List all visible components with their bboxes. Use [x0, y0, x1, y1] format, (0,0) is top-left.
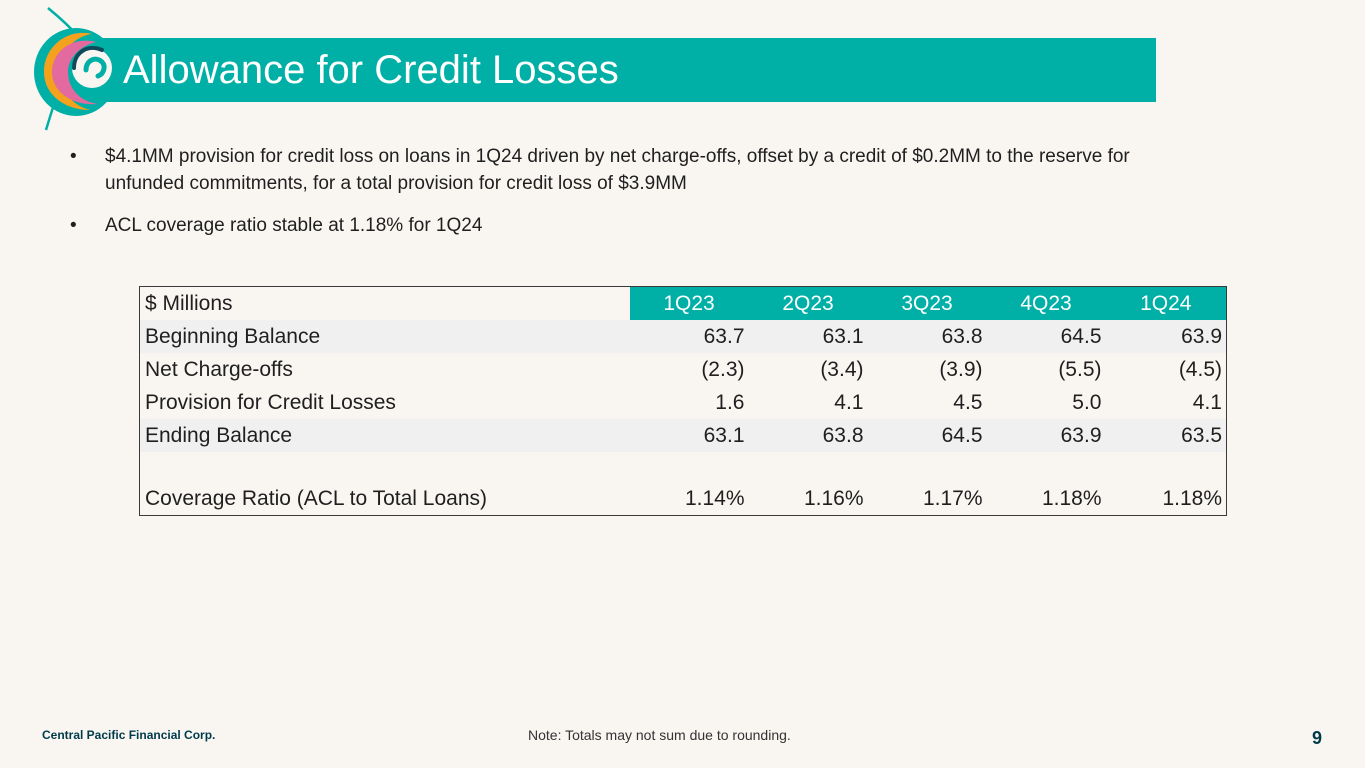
- page-number: 9: [1312, 728, 1323, 748]
- bullet-dot: •: [70, 146, 77, 167]
- cell-value: 63.1: [748, 320, 868, 353]
- cell-value: (2.3): [701, 357, 745, 381]
- header-quarter: 1Q24: [1105, 286, 1227, 320]
- row-label: Coverage Ratio (ACL to Total Loans): [145, 486, 488, 510]
- table-row: Ending Balance 63.1 63.8 64.5 63.9 63.5: [139, 419, 1227, 452]
- header-quarter: 4Q23: [986, 286, 1106, 320]
- bullet-item: • $4.1MM provision for credit loss on lo…: [70, 143, 1200, 197]
- row-label: Beginning Balance: [139, 320, 630, 353]
- row-label: Net Charge-offs: [145, 357, 293, 381]
- cell-value: (3.9): [939, 357, 983, 381]
- cell-value: 63.9: [1105, 320, 1227, 353]
- table-row: Coverage Ratio (ACL to Total Loans) 1.14…: [140, 482, 1227, 516]
- header-quarter: 3Q23: [867, 286, 987, 320]
- cell-value: 1.6: [715, 390, 745, 414]
- cell-value: 64.5: [867, 419, 987, 452]
- header-quarter: 1Q23: [629, 286, 749, 320]
- cell-value: 63.8: [867, 320, 987, 353]
- spacer-cell: [140, 452, 1227, 482]
- footnote: Note: Totals may not sum due to rounding…: [528, 727, 791, 743]
- cell-value: 63.1: [629, 419, 749, 452]
- bullet-text: ACL coverage ratio stable at 1.18% for 1…: [105, 215, 483, 236]
- cell-value: 63.9: [986, 419, 1106, 452]
- cell-value: 63.8: [748, 419, 868, 452]
- cell-value: 1.17%: [922, 486, 983, 510]
- bullet-text: $4.1MM provision for credit loss on loan…: [105, 146, 1130, 194]
- header-label: $ Millions: [145, 291, 233, 315]
- title-bar: [100, 38, 1156, 102]
- cell-value: (3.4): [820, 357, 864, 381]
- company-name: Central Pacific Financial Corp.: [42, 728, 216, 742]
- wave-swirl-logo-icon: [34, 7, 118, 131]
- cell-value: 4.1: [1192, 390, 1222, 414]
- table-row: Beginning Balance 63.7 63.1 63.8 64.5 63…: [139, 320, 1227, 353]
- cell-value: 4.5: [953, 390, 983, 414]
- cell-value: 4.1: [834, 390, 864, 414]
- cell-value: 1.18%: [1041, 486, 1102, 510]
- table-header-row: $ Millions 1Q23 2Q23 3Q23 4Q23 1Q24: [140, 286, 1227, 320]
- row-label: Provision for Credit Losses: [145, 390, 396, 414]
- cell-value: (5.5): [1058, 357, 1102, 381]
- cell-value: 63.7: [629, 320, 749, 353]
- spacer-row: [140, 452, 1227, 482]
- page-title: Allowance for Credit Losses: [123, 48, 619, 92]
- cell-value: 1.18%: [1162, 486, 1222, 510]
- cell-value: (4.5): [1178, 357, 1222, 381]
- bullet-list: • $4.1MM provision for credit loss on lo…: [70, 143, 1200, 254]
- table-row: Net Charge-offs (2.3) (3.4) (3.9) (5.5) …: [140, 353, 1227, 386]
- cell-value: 63.5: [1105, 419, 1227, 452]
- table-row: Provision for Credit Losses 1.6 4.1 4.5 …: [140, 386, 1227, 419]
- row-label: Ending Balance: [139, 419, 630, 452]
- cell-value: 64.5: [986, 320, 1106, 353]
- cell-value: 5.0: [1072, 390, 1102, 414]
- header-quarter: 2Q23: [748, 286, 868, 320]
- bullet-item: • ACL coverage ratio stable at 1.18% for…: [70, 212, 1200, 239]
- acl-table: $ Millions 1Q23 2Q23 3Q23 4Q23 1Q24 Begi…: [139, 286, 1227, 516]
- cell-value: 1.14%: [684, 486, 745, 510]
- bullet-dot: •: [70, 215, 77, 236]
- cell-value: 1.16%: [803, 486, 864, 510]
